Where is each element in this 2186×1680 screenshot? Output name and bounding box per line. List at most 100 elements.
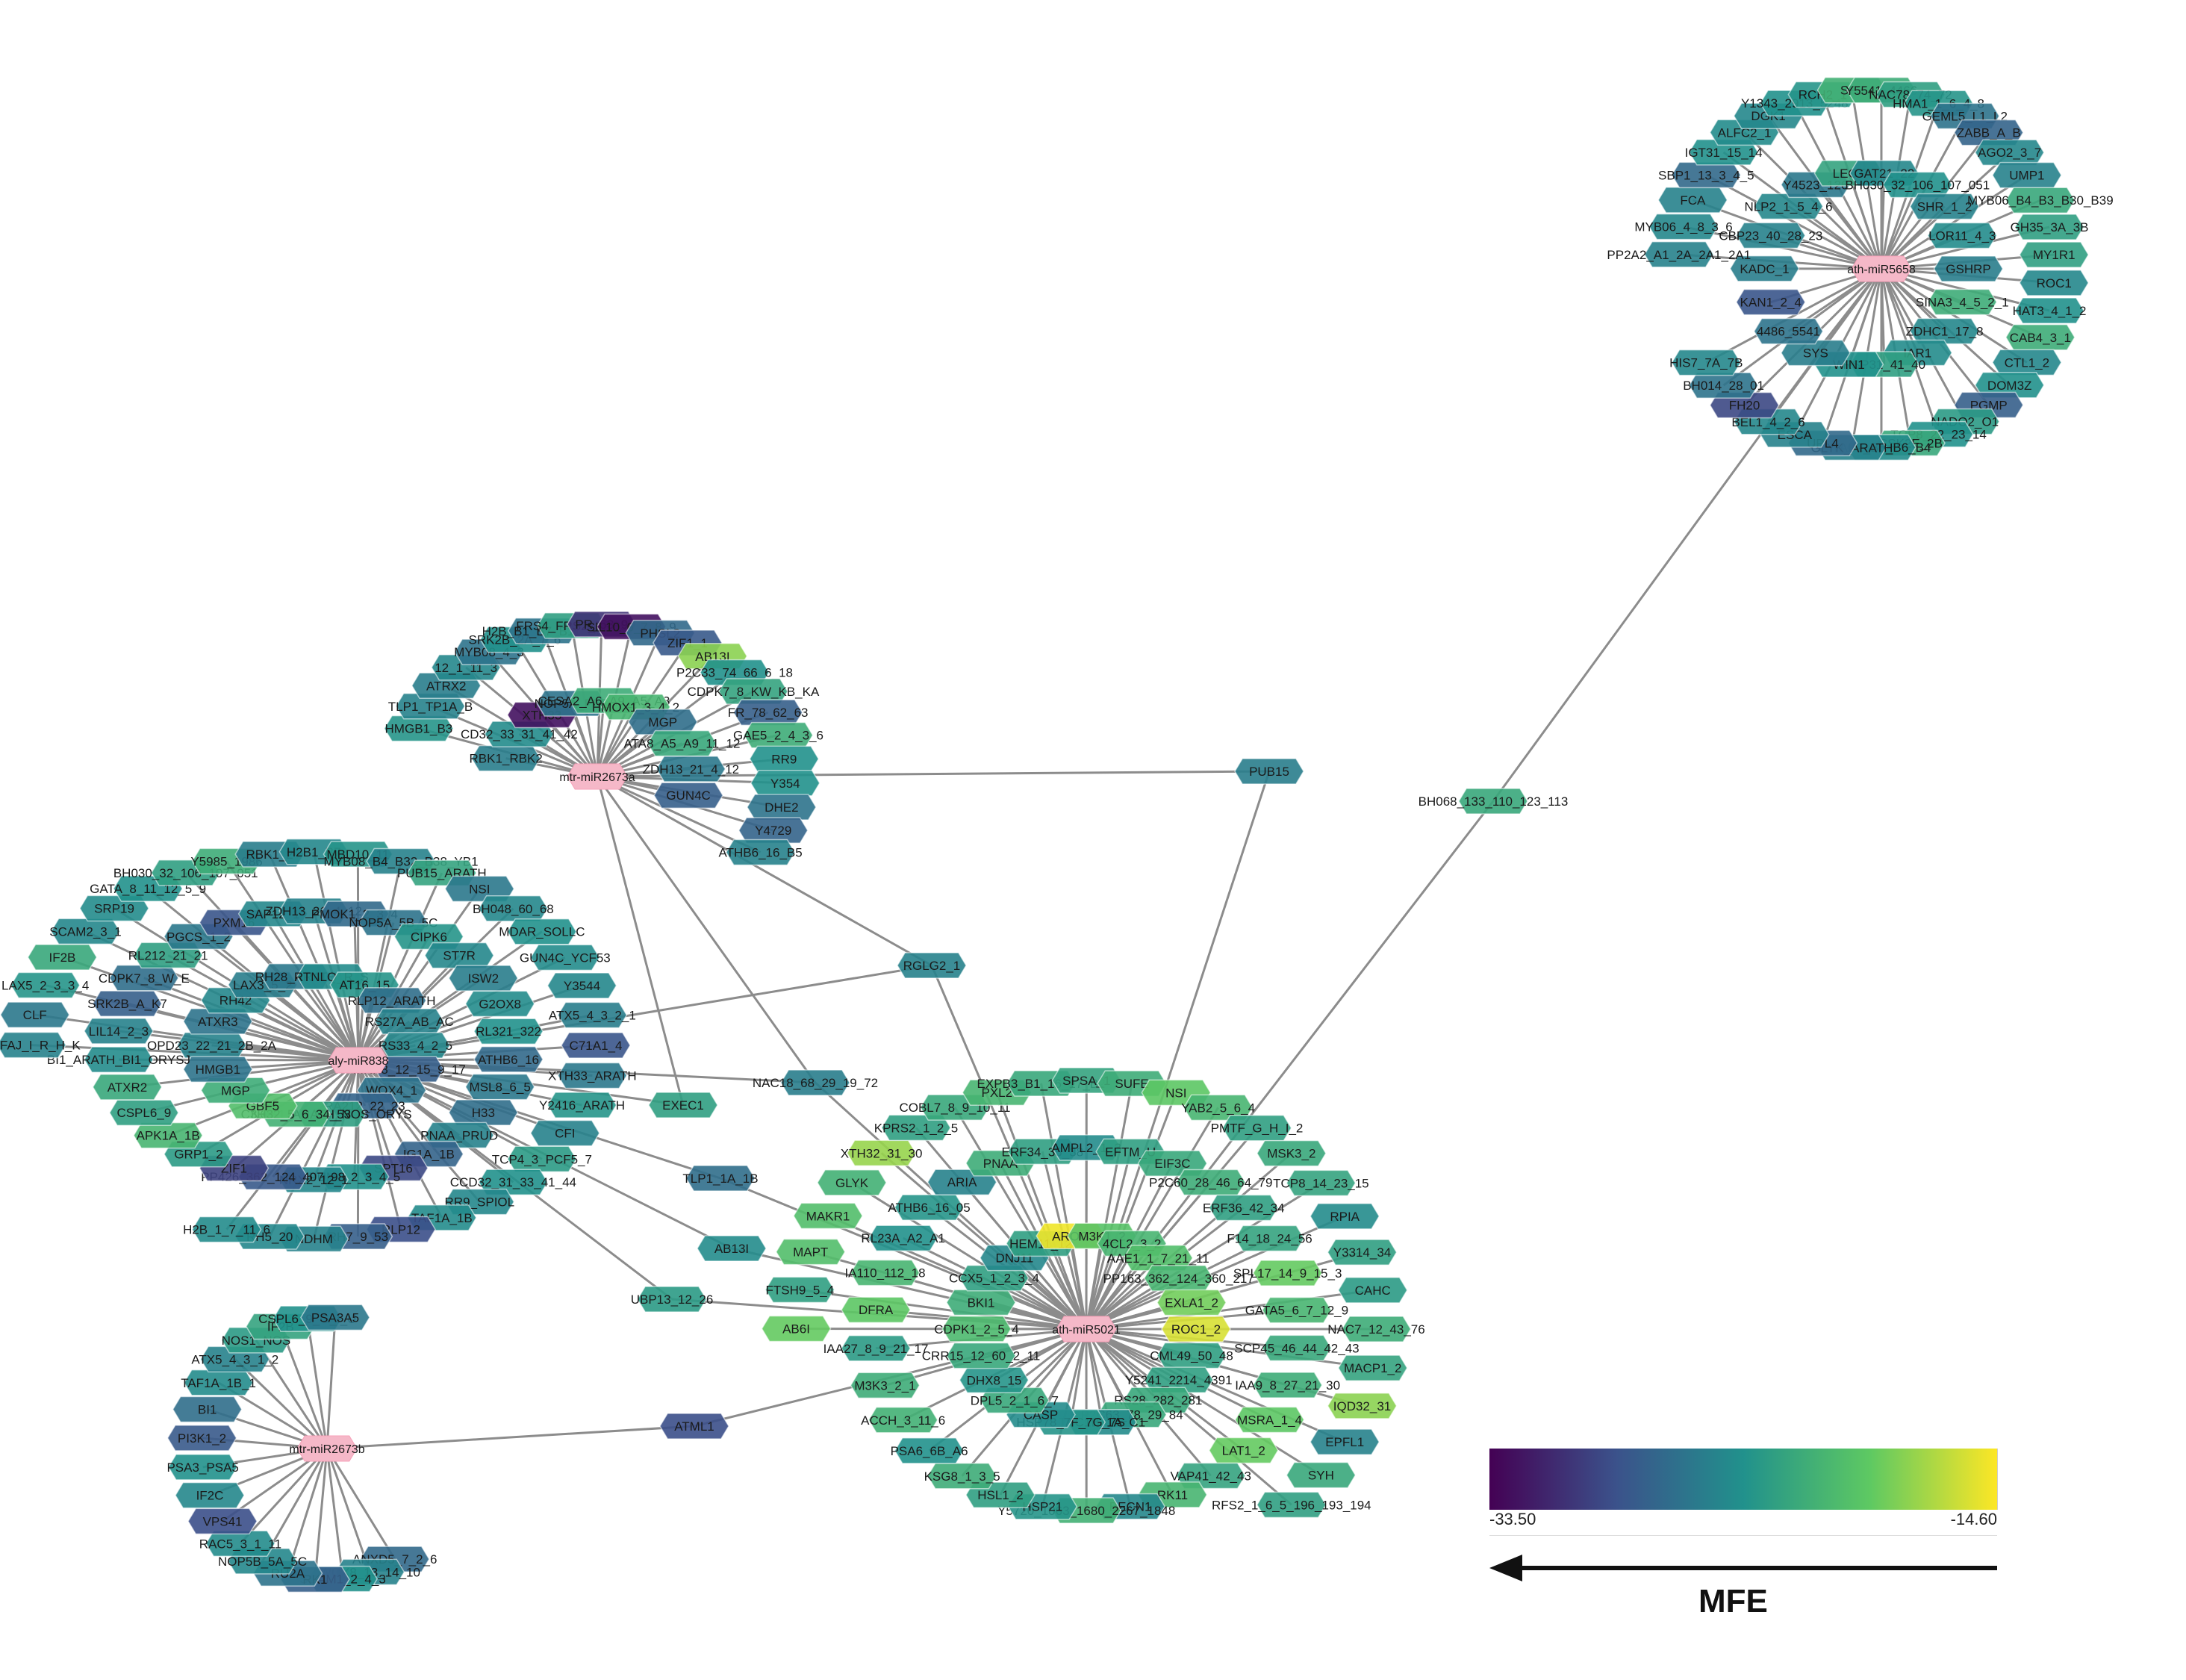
gene-node-cdpk1-2-5-4[interactable]: CDPK1_2_5_4 <box>934 1316 1019 1343</box>
mirna-hub-ath-mir5021[interactable]: ath-miR5021 <box>1052 1316 1121 1343</box>
gene-node-dhx8-15[interactable]: DHX8_15 <box>959 1366 1030 1394</box>
gene-node-bh030-32-106-107-051[interactable]: BH030_32_106_107_051 <box>1845 171 1990 199</box>
gene-node-gata5-6-7-12-9[interactable]: GATA5_6_7_12_9 <box>1245 1296 1348 1324</box>
gene-node-xth33-arath[interactable]: XTH33_ARATH <box>548 1062 637 1089</box>
gene-node-hat3-4-1-2[interactable]: HAT3_4_1_2 <box>2013 297 2087 324</box>
gene-node-apk1a-1b[interactable]: APK1A_1B <box>133 1121 204 1149</box>
gene-node-rl321-322[interactable]: RL321_322 <box>473 1018 544 1045</box>
gene-node-lax5-2-3-3-4[interactable]: LAX5_2_3_3_4 <box>1 971 89 999</box>
gene-node-rs27a-ab-ac[interactable]: RS27A_AB_AC <box>365 1008 454 1035</box>
gene-node-ata8-a5-a9-11-12[interactable]: ATA8_A5_A9_11_12 <box>623 729 740 757</box>
gene-node-st7r[interactable]: ST7R <box>424 942 495 969</box>
gene-node-tcp8-14-23-15[interactable]: TCP8_14_23_15 <box>1273 1169 1369 1197</box>
gene-node-exec1[interactable]: EXEC1 <box>648 1092 718 1119</box>
gene-node-kadc-1[interactable]: KADC_1 <box>1729 255 1800 282</box>
gene-node-dom3z[interactable]: DOM3Z <box>1974 372 2045 399</box>
gene-node-rfs2-1-6-5-196-193-194[interactable]: RFS2_1_6_5_196_193_194 <box>1212 1491 1371 1519</box>
mirna-hub-aly-mir838[interactable]: aly-miR838 <box>328 1047 389 1074</box>
gene-node-pp163-362-124-360-217[interactable]: PP163_362_124_360_217 <box>1103 1265 1254 1292</box>
gene-node-lat1-2[interactable]: LAT1_2 <box>1208 1437 1279 1464</box>
gene-node-roc1-2[interactable]: ROC1_2 <box>1161 1316 1231 1343</box>
gene-node-spl17-14-9-15-3[interactable]: SPL17_14_9_15_3 <box>1233 1260 1342 1287</box>
gene-node-makr1[interactable]: MAKR1 <box>793 1202 863 1230</box>
gene-node-rs33-4-2-5[interactable]: RS33_4_2_5 <box>379 1032 452 1059</box>
gene-node-clf[interactable]: CLF <box>0 1001 70 1028</box>
gene-node-pmtf-g-h-i-2[interactable]: PMTF_G_H_I_2 <box>1211 1114 1304 1142</box>
gene-node-nac7-12-43-76[interactable]: NAC7_12_43_76 <box>1327 1316 1425 1343</box>
gene-node-msl8-6-5[interactable]: MSL8_6_5 <box>464 1073 535 1101</box>
gene-node-isw2[interactable]: ISW2 <box>448 965 519 992</box>
gene-node-myb06-b4-b3-b30-b39[interactable]: MYB06_B4_B3_B30_B39 <box>1967 187 2114 214</box>
gene-node-rglg2-1[interactable]: RGLG2_1 <box>897 952 967 979</box>
mirna-hub-mtr-mir2673a[interactable]: mtr-miR2673a <box>559 763 635 790</box>
gene-node-psa6-6b-a6[interactable]: PSA6_6B_A6 <box>891 1437 968 1464</box>
gene-node-iaa27-8-9-21-17[interactable]: IAA27_8_9_21_17 <box>823 1335 929 1362</box>
gene-node-mdar-sollc[interactable]: MDAR_SOLLC <box>499 918 585 945</box>
gene-node-bh068-133-110-123-113[interactable]: BH068_133_110_123_113 <box>1419 788 1569 815</box>
gene-node-y3544[interactable]: Y3544 <box>546 972 617 999</box>
gene-node-ump1[interactable]: UMP1 <box>1992 161 2062 189</box>
gene-node-ctl1-2[interactable]: CTL1_2 <box>1992 349 2062 376</box>
gene-node-g2ox8[interactable]: G2OX8 <box>464 990 535 1018</box>
gene-node-f14-18-24-56[interactable]: F14_18_24_56 <box>1227 1225 1312 1252</box>
gene-node-ccx5-1-2-3-4[interactable]: CCX5_1_2_3_4 <box>949 1264 1039 1292</box>
gene-node-nsi[interactable]: NSI <box>444 875 515 903</box>
gene-node-cdpk7-8-w-e[interactable]: CDPK7_8_W_E <box>99 965 190 992</box>
gene-node-atml1[interactable]: ATML1 <box>659 1413 729 1440</box>
gene-node-bi1-arath-bi1-orysj[interactable]: BI1_ARATH_BI1_ORYSJ <box>47 1046 190 1073</box>
gene-node-lor11-4-3[interactable]: LOR11_4_3 <box>1927 222 1998 249</box>
gene-node-cdpk7-8-kw-kb-ka[interactable]: CDPK7_8_KW_KB_KA <box>688 678 820 705</box>
gene-node-ubp13-12-26[interactable]: UBP13_12_26 <box>631 1286 714 1313</box>
gene-node-erf36-42-34[interactable]: ERF36_42_34 <box>1203 1194 1285 1222</box>
gene-node-h2b-1-7-11-6[interactable]: H2B_1_7_11_6 <box>183 1216 270 1243</box>
gene-node-cd32-33-31-41-42[interactable]: CD32_33_31_41_42 <box>461 721 578 747</box>
gene-node-dfra[interactable]: DFRA <box>841 1296 911 1323</box>
gene-node-tcp4-3-pcf5-7[interactable]: TCP4_3_PCF5_7 <box>492 1145 592 1173</box>
gene-node-y2416-arath[interactable]: Y2416_ARATH <box>539 1092 625 1119</box>
gene-node-dhe2[interactable]: DHE2 <box>746 794 817 821</box>
gene-node-my1r1[interactable]: MY1R1 <box>2019 241 2090 268</box>
gene-node-h33[interactable]: H33 <box>448 1099 519 1126</box>
gene-node-4486-5541[interactable]: 4486_5541 <box>1753 317 1824 345</box>
gene-node-mapt[interactable]: MAPT <box>775 1238 846 1266</box>
gene-node-bki1[interactable]: BKI1 <box>946 1289 1016 1316</box>
gene-node-gun4c[interactable]: GUN4C <box>653 782 723 809</box>
gene-node-pp2a2-a1-2a-2a1-2a1[interactable]: PP2A2_A1_2A_2A1_2A1 <box>1607 241 1751 268</box>
gene-node-xth32-31-30[interactable]: XTH32_31_30 <box>841 1139 923 1167</box>
gene-node-srk2b-a-k7[interactable]: SRK2B_A_K7 <box>87 990 167 1017</box>
gene-node-cbp23-40-28-23[interactable]: CBP23_40_28_23 <box>1719 222 1822 249</box>
gene-node-ftsh9-5-4[interactable]: FTSH9_5_4 <box>765 1276 835 1304</box>
gene-node-lil14-2-3[interactable]: LIL14_2_3 <box>84 1018 154 1045</box>
gene-node-p2c60-28-46-64-79[interactable]: P2C60_28_46_64_79 <box>1149 1169 1272 1196</box>
gene-node-kprs2-1-2-5[interactable]: KPRS2_1_2_5 <box>874 1114 958 1142</box>
gene-node-pub15[interactable]: PUB15 <box>1234 758 1304 785</box>
gene-node-atxr2[interactable]: ATXR2 <box>92 1074 163 1101</box>
gene-node-cab4-3-1[interactable]: CAB4_3_1 <box>2005 324 2076 351</box>
gene-node-exla1-2[interactable]: EXLA1_2 <box>1156 1289 1227 1316</box>
gene-node-acch-3-11-6[interactable]: ACCH_3_11_6 <box>861 1407 945 1434</box>
gene-node-gh35-3a-3b[interactable]: GH35_3A_3B <box>2011 214 2089 240</box>
gene-node-psa3-psa5[interactable]: PSA3_PSA5 <box>166 1454 239 1481</box>
gene-node-rbk1-rbk2[interactable]: RBK1_RBK2 <box>470 744 543 772</box>
gene-node-ab6i[interactable]: AB6I <box>761 1315 832 1343</box>
gene-node-msra-1-4[interactable]: MSRA_1_4 <box>1234 1406 1305 1434</box>
gene-node-vps41[interactable]: VPS41 <box>187 1508 258 1535</box>
gene-node-kan1-2-4[interactable]: KAN1_2_4 <box>1735 288 1806 316</box>
gene-node-msk3-2[interactable]: MSK3_2 <box>1256 1139 1327 1167</box>
gene-node-fr-78-62-63[interactable]: FR_78_62_63 <box>728 699 809 726</box>
gene-node-rac5-3-1-11[interactable]: RAC5_3_1_11 <box>199 1530 281 1558</box>
gene-node-tlp1-tp1a-b[interactable]: TLP1_TP1A_B <box>388 693 473 720</box>
gene-node-roc1[interactable]: ROC1 <box>2019 270 2090 296</box>
gene-node-zdh13-21-4-12[interactable]: ZDH13_21_4_12 <box>643 756 739 783</box>
gene-node-cahc[interactable]: CAHC <box>1337 1277 1408 1304</box>
gene-node-rpia[interactable]: RPIA <box>1310 1203 1380 1230</box>
gene-node-hmgb1[interactable]: HMGB1 <box>182 1056 253 1083</box>
gene-node-gun4c-ycf53[interactable]: GUN4C_YCF53 <box>520 944 611 971</box>
gene-node-bh014-28-01[interactable]: BH014_28_01 <box>1683 372 1764 399</box>
gene-node-epfl1[interactable]: EPFL1 <box>1310 1428 1380 1455</box>
gene-node-bh048-60-68[interactable]: BH048_60_68 <box>473 895 554 922</box>
gene-node-gae5-2-4-3-6[interactable]: GAE5_2_4_3_6 <box>733 721 823 749</box>
gene-node-y5241-2214-4391[interactable]: Y5241_2214_4391 <box>1125 1366 1233 1393</box>
gene-node-mgp[interactable]: MGP <box>200 1077 271 1104</box>
gene-node-tlp1-1a-1b[interactable]: TLP1_1A_1B <box>682 1165 759 1192</box>
